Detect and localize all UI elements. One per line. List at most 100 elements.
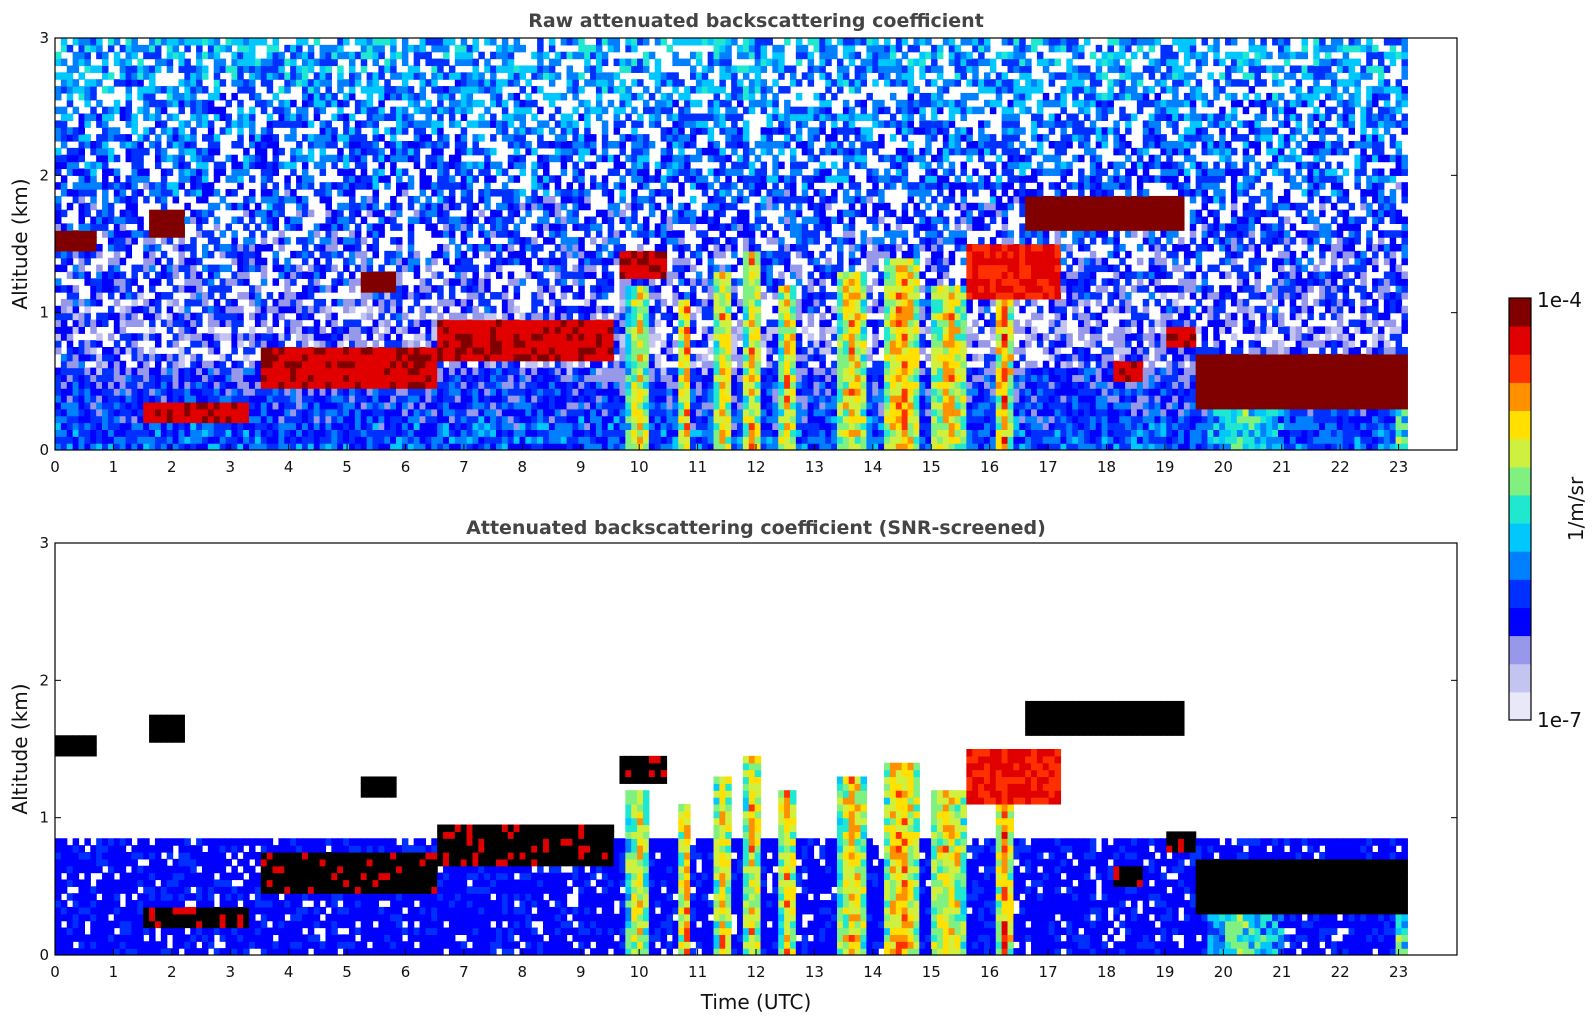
heatmap-cell: [296, 72, 303, 80]
heatmap-cell: [137, 264, 144, 273]
heatmap-cell: [184, 395, 191, 403]
heatmap-cell: [137, 189, 144, 197]
heatmap-cell: [319, 422, 327, 430]
heatmap-cell: [454, 436, 462, 444]
heatmap-cell: [501, 422, 509, 430]
heatmap-cell: [484, 168, 491, 176]
heatmap-cell: [249, 189, 256, 197]
heatmap-cell: [84, 278, 91, 286]
heatmap-cell: [172, 395, 180, 403]
heatmap-cell: [484, 305, 491, 314]
heatmap-cell: [231, 79, 238, 87]
heatmap-cell: [143, 388, 150, 396]
heatmap-cell: [372, 72, 379, 80]
heatmap-cell: [595, 92, 603, 101]
heatmap-cell: [625, 271, 632, 279]
heatmap-cell: [225, 113, 232, 121]
heatmap-cell: [78, 244, 85, 252]
heatmap-cell: [660, 264, 668, 273]
heatmap-cell: [490, 401, 497, 410]
heatmap-cell: [631, 395, 638, 403]
heatmap-cell: [90, 278, 97, 286]
heatmap-cell: [566, 189, 574, 197]
heatmap-cell: [595, 326, 603, 334]
heatmap-cell: [495, 92, 503, 101]
heatmap-cell: [666, 436, 673, 444]
heatmap-cell: [272, 374, 280, 382]
heatmap-cell: [513, 401, 521, 410]
heatmap-cell: [143, 195, 150, 204]
heatmap-cell: [201, 429, 209, 437]
heatmap-cell: [443, 367, 450, 376]
heatmap-cell: [666, 237, 673, 245]
heatmap-cell: [595, 292, 603, 300]
heatmap-cell: [631, 340, 638, 348]
heatmap-cell: [84, 161, 91, 170]
heatmap-cell: [637, 120, 644, 128]
heatmap-cell: [390, 271, 397, 279]
heatmap-cell: [172, 353, 180, 362]
heatmap-cell: [225, 38, 232, 46]
heatmap-cell: [296, 401, 303, 410]
heatmap-cell: [84, 120, 91, 128]
heatmap-cell: [513, 422, 521, 430]
heatmap-cell: [290, 360, 297, 369]
heatmap-cell: [78, 182, 85, 190]
heatmap-cell: [190, 333, 197, 341]
heatmap-cell: [537, 367, 544, 376]
heatmap-cell: [554, 264, 562, 273]
heatmap-cell: [678, 168, 685, 176]
heatmap-cell: [60, 415, 68, 424]
panel-raw-title: Raw attenuated backscattering coefficien…: [528, 10, 984, 32]
heatmap-cell: [384, 408, 391, 417]
heatmap-cell: [678, 388, 685, 396]
heatmap-cell: [296, 264, 303, 273]
heatmap-cell: [325, 223, 332, 231]
heatmap-cell: [666, 319, 673, 327]
heatmap-cell: [396, 264, 403, 273]
heatmap-cell: [219, 285, 227, 293]
heatmap-cell: [72, 443, 80, 450]
heatmap-cell: [566, 347, 574, 355]
heatmap-cell: [196, 319, 203, 327]
heatmap-cell: [454, 168, 462, 176]
heatmap-cell: [278, 147, 285, 156]
heatmap-cell: [531, 175, 538, 183]
heatmap-cell: [96, 285, 103, 293]
heatmap-cell: [201, 134, 209, 142]
heatmap-cell: [296, 326, 303, 334]
heatmap-cell: [249, 436, 256, 444]
heatmap-cell: [472, 305, 479, 314]
heatmap-cell: [513, 127, 521, 135]
heatmap-cell: [666, 429, 673, 437]
heatmap-cell: [513, 278, 521, 286]
heatmap-cell: [201, 209, 209, 218]
heatmap-cell: [237, 388, 244, 396]
heatmap-cell: [237, 305, 244, 314]
heatmap-cell: [178, 79, 185, 87]
heatmap-cell: [413, 147, 421, 156]
heatmap-cell: [431, 353, 438, 362]
heatmap-cell: [437, 189, 444, 197]
heatmap-cell: [249, 127, 256, 135]
heatmap-cell: [207, 92, 215, 101]
heatmap-cell: [701, 312, 709, 321]
heatmap-cell: [60, 209, 68, 218]
heatmap-cell: [684, 168, 691, 176]
heatmap-cell: [707, 223, 715, 231]
heatmap-cell: [254, 381, 262, 389]
heatmap-cell: [319, 443, 327, 450]
heatmap-cell: [554, 401, 562, 410]
heatmap-cell: [166, 99, 174, 108]
heatmap-cell: [354, 401, 362, 410]
heatmap-cell: [495, 353, 503, 362]
heatmap-cell: [572, 223, 579, 231]
heatmap-cell: [90, 182, 97, 190]
heatmap-cell: [554, 326, 562, 334]
heatmap-cell: [172, 44, 180, 53]
heatmap-cell: [513, 374, 521, 382]
heatmap-cell: [243, 202, 250, 211]
heatmap-cell: [513, 189, 521, 197]
heatmap-cell: [325, 79, 332, 87]
heatmap-cell: [613, 230, 621, 238]
